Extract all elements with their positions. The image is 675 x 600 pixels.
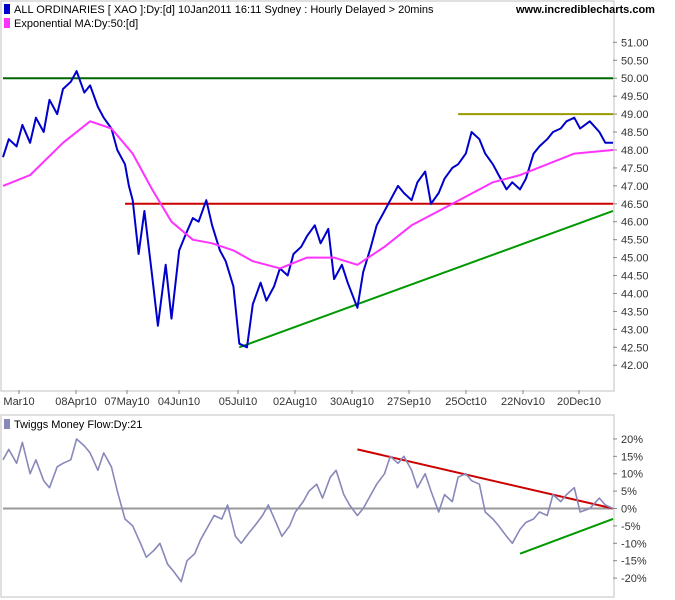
x-tick-label: 04Jun10 xyxy=(158,396,200,408)
price-y-tick-label: 46.50 xyxy=(621,199,649,211)
tmf-legend-label: Twiggs Money Flow:Dy:21 xyxy=(14,419,142,431)
price-y-tick-label: 44.50 xyxy=(621,271,649,283)
x-tick-label: 25Oct10 xyxy=(445,396,487,408)
x-tick-label: 20Dec10 xyxy=(557,396,601,408)
trendline-1 xyxy=(357,448,614,510)
indicator-y-tick-label: -5% xyxy=(621,521,641,533)
indicator-y-tick-label: 15% xyxy=(621,451,643,463)
price-y-tick-label: 42.00 xyxy=(621,360,649,372)
indicator-y-tick-label: -10% xyxy=(621,538,647,550)
indicator-y-tick-label: 10% xyxy=(621,469,643,481)
indicator-y-tick-label: -15% xyxy=(621,556,647,568)
x-tick-label: 05Jul10 xyxy=(219,396,258,408)
price-y-tick-label: 42.50 xyxy=(621,342,649,354)
price-panel-frame xyxy=(0,0,615,392)
indicator-y-axis: 20% 15% 10% 5% 0% -5% -10% -15% -20% xyxy=(613,434,647,585)
indicator-panel-frame xyxy=(0,414,615,598)
trendline-2 xyxy=(519,518,614,555)
indicator-legend: Twiggs Money Flow:Dy:21 xyxy=(4,419,142,431)
ema-legend-label: Exponential MA:Dy:50:[d] xyxy=(14,18,138,30)
tmf-legend-swatch xyxy=(4,419,10,429)
price-y-tick-label: 48.50 xyxy=(621,127,649,139)
trendline-3 xyxy=(238,210,614,349)
price-legend: ALL ORDINARIES [ XAO ]:Dy:[d] 10Jan2011 … xyxy=(4,4,434,30)
price-y-tick-label: 47.00 xyxy=(621,181,649,193)
price-y-tick-label: 45.50 xyxy=(621,235,649,247)
x-axis: Mar10 08Apr10 07May10 04Jun10 05Jul10 02Aug10… xyxy=(3,390,601,408)
x-tick-label: 22Nov10 xyxy=(501,396,545,408)
x-tick-label: 07May10 xyxy=(104,396,149,408)
indicator-series xyxy=(2,438,614,583)
series-line-0 xyxy=(2,70,613,349)
price-legend-swatch xyxy=(4,4,10,14)
price-legend-label: ALL ORDINARIES [ XAO ]:Dy:[d] 10Jan2011 … xyxy=(14,4,434,16)
x-tick-label: Mar10 xyxy=(3,396,34,408)
series-line-1 xyxy=(2,120,614,270)
x-tick-label: 02Aug10 xyxy=(273,396,317,408)
price-y-tick-label: 47.50 xyxy=(621,163,649,175)
price-y-tick-label: 50.00 xyxy=(621,73,649,85)
price-y-tick-label: 48.00 xyxy=(621,145,649,157)
indicator-y-tick-label: 0% xyxy=(621,504,637,516)
indicator-y-tick-label: 20% xyxy=(621,434,643,446)
site-label: www.incrediblecharts.com xyxy=(515,4,655,16)
price-y-tick-label: 51.00 xyxy=(621,37,649,49)
price-y-tick-label: 46.00 xyxy=(621,217,649,229)
price-y-tick-label: 43.00 xyxy=(621,324,649,336)
series-line-0 xyxy=(2,438,614,583)
price-y-tick-label: 45.00 xyxy=(621,253,649,265)
indicator-y-tick-label: -20% xyxy=(621,573,647,585)
price-y-tick-label: 49.00 xyxy=(621,109,649,121)
price-y-tick-label: 50.50 xyxy=(621,55,649,67)
x-tick-label: 08Apr10 xyxy=(55,396,97,408)
price-y-tick-label: 44.00 xyxy=(621,288,649,300)
price-y-tick-label: 43.50 xyxy=(621,306,649,318)
x-tick-label: 30Aug10 xyxy=(330,396,374,408)
ema-legend-swatch xyxy=(4,18,10,28)
indicator-y-tick-label: 5% xyxy=(621,486,637,498)
indicator-annotations xyxy=(3,448,614,555)
x-tick-label: 27Sep10 xyxy=(387,396,431,408)
price-series xyxy=(2,70,614,349)
price-y-tick-label: 49.50 xyxy=(621,91,649,103)
price-y-axis: 42.00 42.50 43.00 43.50 44.00 44.50 45.00 45.50… xyxy=(613,37,649,372)
